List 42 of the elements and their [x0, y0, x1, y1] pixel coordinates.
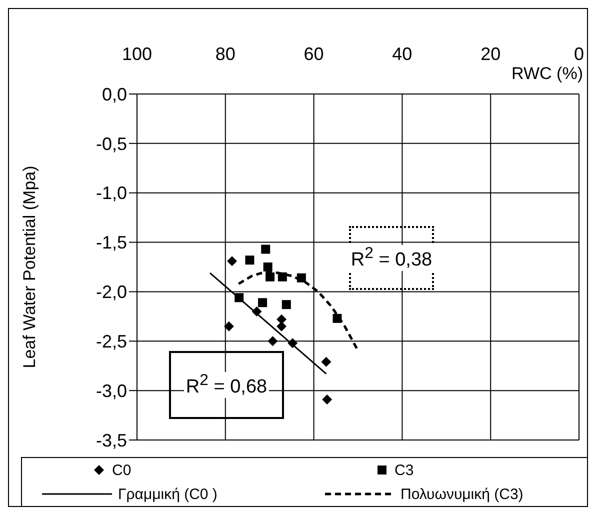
point	[234, 293, 244, 302]
legend-label: Πολυωνυμική (C3)	[400, 486, 524, 502]
annotation: R$^{2}$ = 0,68	[184, 372, 270, 398]
x-tick-label: 100	[122, 44, 152, 64]
y-tick-label: -1,0	[96, 183, 127, 204]
x-tick-label: 0	[574, 44, 584, 64]
point	[276, 321, 287, 332]
x-tick-label: 40	[392, 44, 412, 64]
legend-label: C3	[394, 462, 414, 478]
boxed-note: R$^{2}$ = 0,68	[169, 351, 284, 419]
point	[332, 314, 342, 323]
point	[288, 338, 298, 348]
point	[296, 273, 306, 282]
y-tick-label: -2,0	[96, 282, 127, 302]
y-tick-label: -3,0	[96, 380, 127, 401]
point	[224, 321, 234, 332]
point	[245, 256, 254, 265]
point	[258, 298, 268, 308]
x-tick-label: 60	[304, 44, 324, 64]
x-tick-label: 80	[215, 44, 236, 64]
point	[278, 272, 287, 282]
y-tick-label: -2,5	[96, 332, 127, 352]
y-axis-title: Leaf Water Potential (Mpa)	[20, 166, 40, 368]
point	[227, 256, 238, 266]
point	[266, 272, 275, 282]
y-tick-label: -3,5	[96, 430, 127, 450]
boxed-note: R$^{2}$ = 0,38	[349, 226, 434, 290]
point	[321, 356, 332, 367]
y-tick-label: -0,5	[96, 134, 127, 154]
y-tick-label: 0,0	[102, 84, 127, 104]
point	[282, 300, 291, 310]
x-axis-title: RWC (%)	[512, 64, 583, 84]
point	[268, 336, 278, 346]
legend-label: C0	[112, 462, 132, 478]
legend-label: Γραμμική (C0 )	[118, 486, 218, 502]
point	[261, 244, 270, 254]
point	[322, 394, 332, 404]
y-tick-label: -1,5	[96, 232, 127, 253]
point	[252, 306, 262, 316]
annotation: R$^{2}$ = 0,38	[348, 244, 434, 272]
point	[263, 262, 272, 272]
x-tick-label: 20	[480, 44, 501, 64]
